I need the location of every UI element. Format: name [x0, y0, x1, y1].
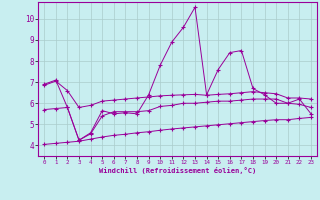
X-axis label: Windchill (Refroidissement éolien,°C): Windchill (Refroidissement éolien,°C): [99, 167, 256, 174]
